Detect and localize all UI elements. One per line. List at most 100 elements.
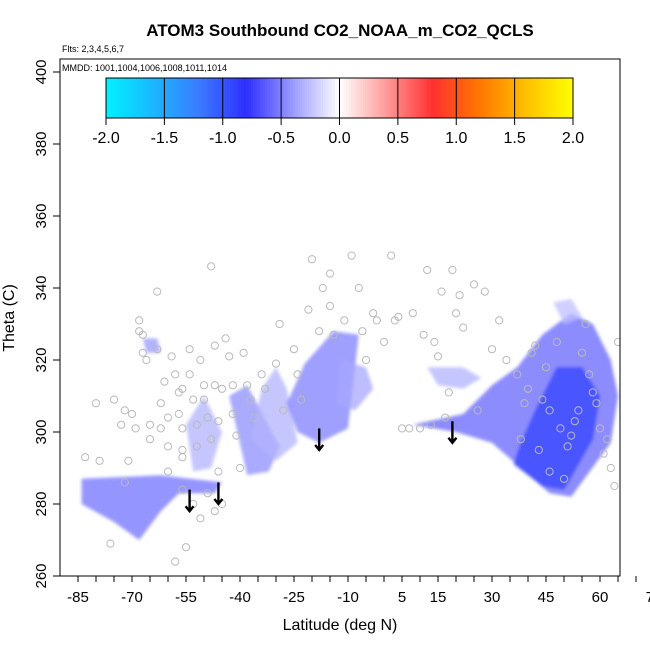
colorbar-cell xyxy=(547,78,551,118)
colorbar-cell xyxy=(211,78,215,118)
sample-point xyxy=(257,370,266,379)
x-axis-label: Latitude (deg N) xyxy=(283,617,398,634)
colorbar-cell xyxy=(248,78,252,118)
colorbar-cell xyxy=(306,78,310,118)
colorbar-cell xyxy=(502,78,506,118)
sample-point xyxy=(145,435,155,444)
colorbar-cell xyxy=(432,78,436,118)
colorbar-cell xyxy=(446,78,450,118)
colorbar-cell xyxy=(533,78,537,118)
colorbar-cell xyxy=(486,78,490,118)
sample-point xyxy=(487,345,497,354)
y-tick-label: 260 xyxy=(33,563,50,588)
colorbar-cell xyxy=(199,78,203,118)
colorbar-cell xyxy=(435,78,439,118)
sample-point xyxy=(448,265,457,275)
colorbar-cell xyxy=(402,78,406,118)
colorbar-cell xyxy=(192,78,196,118)
colorbar-cell xyxy=(530,78,534,118)
colorbar-cell xyxy=(421,78,425,118)
sample-point xyxy=(329,330,338,339)
flights-subtitle: Flts: 2,3,4,5,6,7 xyxy=(62,44,124,54)
colorbar-cell xyxy=(327,78,331,118)
sample-point xyxy=(135,316,144,325)
sample-point xyxy=(531,341,540,350)
sample-point xyxy=(289,345,299,354)
colorbar-cell xyxy=(365,78,369,118)
colorbar-cell xyxy=(570,78,574,118)
colorbar-cell xyxy=(162,78,165,118)
colorbar-cell xyxy=(400,78,404,118)
sample-point xyxy=(534,445,543,455)
colorbar-cell xyxy=(521,78,525,118)
sample-point xyxy=(297,395,306,404)
colorbar-cell xyxy=(428,78,432,118)
sample-point xyxy=(153,287,162,296)
sample-point xyxy=(120,478,129,487)
colorbar-cell xyxy=(379,78,383,118)
heat-region-band-c xyxy=(250,367,298,461)
colorbar-cell xyxy=(404,78,408,118)
heat-region-mid-patch xyxy=(337,360,374,411)
colorbar-cell xyxy=(215,78,219,118)
colorbar-cell xyxy=(129,78,133,118)
y-tick-label: 360 xyxy=(33,203,50,228)
colorbar-cell xyxy=(330,78,334,118)
colorbar-cell xyxy=(290,78,294,118)
colorbar-cell xyxy=(274,78,278,118)
sample-point xyxy=(397,424,407,433)
sample-point xyxy=(171,557,180,566)
colorbar-cell xyxy=(444,78,448,118)
colorbar-cell xyxy=(369,78,373,118)
heat-region-north-upper xyxy=(553,298,582,324)
colorbar-cell xyxy=(253,78,257,118)
colorbar-cell xyxy=(166,78,170,118)
colorbar-cell xyxy=(213,78,217,118)
sample-point xyxy=(127,409,137,419)
colorbar-cell xyxy=(463,78,467,118)
y-tick-label: 340 xyxy=(33,275,50,300)
sample-point xyxy=(153,345,162,354)
colorbar-cell xyxy=(318,78,322,118)
sample-point xyxy=(625,378,632,385)
sample-point xyxy=(271,359,281,368)
sample-point xyxy=(210,341,219,350)
sample-point xyxy=(379,337,389,347)
colorbar-cell xyxy=(285,78,289,118)
sample-point xyxy=(588,388,597,397)
sample-point xyxy=(394,312,403,321)
colorbar-cell xyxy=(229,78,233,118)
colorbar-cell xyxy=(325,78,329,118)
colorbar-cell xyxy=(362,78,366,118)
y-tick-label: 280 xyxy=(33,491,50,516)
colorbar-cell xyxy=(150,78,154,118)
sample-point xyxy=(199,395,209,404)
colorbar-cell xyxy=(537,78,541,118)
sample-point xyxy=(174,409,183,419)
colorbar-cell xyxy=(442,78,446,118)
sample-point xyxy=(426,420,435,429)
colorbar-cell xyxy=(367,78,371,118)
colorbar-cell xyxy=(516,78,520,118)
sample-point xyxy=(138,348,147,357)
colorbar-cell xyxy=(297,78,301,118)
colorbar-cell xyxy=(292,78,296,118)
colorbar-cell xyxy=(376,78,380,118)
sample-point xyxy=(117,420,126,429)
colorbar-cell xyxy=(262,78,266,118)
colorbar-cell xyxy=(299,78,303,118)
sample-point xyxy=(203,413,212,422)
colorbar-tick-label: 2.0 xyxy=(562,130,584,147)
colorbar-cell xyxy=(339,78,343,118)
colorbar-cell xyxy=(190,78,193,118)
colorbar-cell xyxy=(358,78,362,118)
colorbar-cell xyxy=(477,78,481,118)
colorbar-cell xyxy=(276,78,280,118)
sample-point xyxy=(441,413,450,422)
sample-point xyxy=(430,337,439,347)
sample-point xyxy=(293,370,302,379)
colorbar-cell xyxy=(169,78,172,118)
colorbar-cell xyxy=(122,78,126,118)
colorbar-cell xyxy=(171,78,175,118)
y-tick-label: 400 xyxy=(33,59,50,84)
